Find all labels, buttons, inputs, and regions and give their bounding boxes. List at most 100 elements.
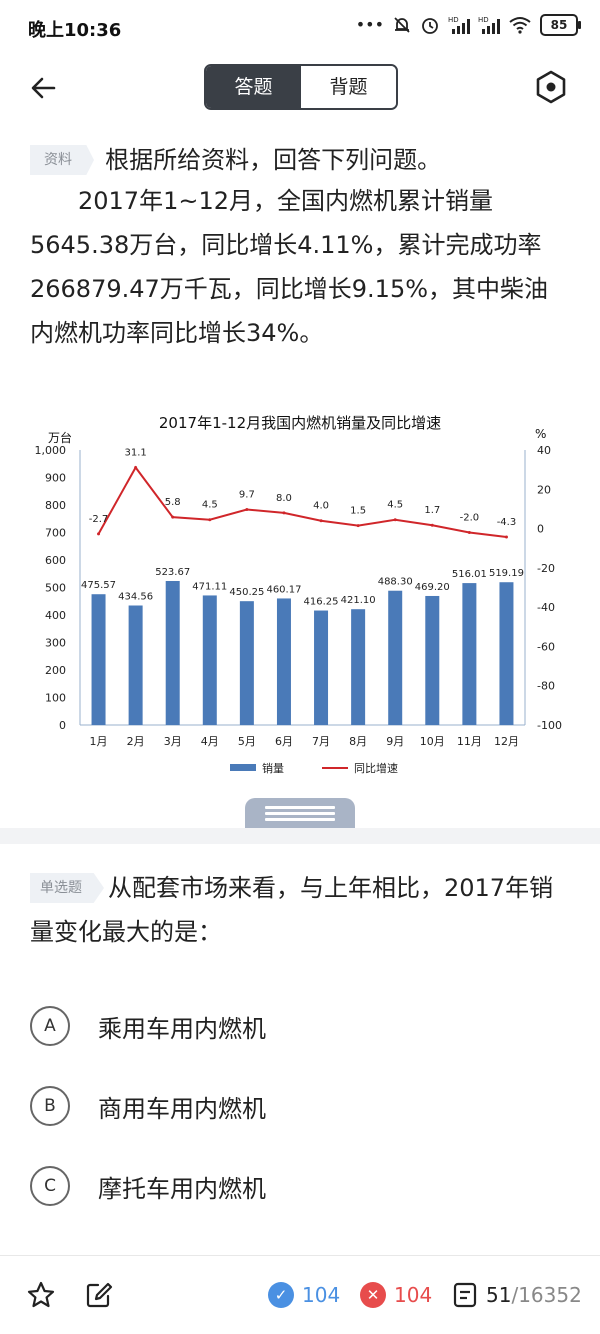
battery-icon: 85 [540, 14, 581, 36]
option-b[interactable]: B 商用车用内燃机 [30, 1084, 266, 1128]
legend-line-label: 同比增速 [354, 761, 398, 775]
bar-6 [276, 598, 291, 725]
x-tick: 7月 [312, 735, 330, 748]
correct-count[interactable]: ✓ 104 [268, 1282, 340, 1308]
status-bar: 晚上10:36 ••• HD HD 85 [0, 0, 600, 58]
growth-label-10: 1.7 [424, 505, 440, 516]
growth-point-6 [282, 511, 286, 515]
bar-1 [91, 594, 106, 725]
growth-point-5 [245, 508, 249, 512]
growth-point-3 [171, 515, 175, 519]
wrong-count[interactable]: ✕ 104 [360, 1282, 432, 1308]
growth-point-11 [467, 531, 471, 534]
question-section: 单选题 从配套市场来看，与上年相比，2017年销量变化最大的是： [30, 866, 575, 954]
x-tick: 4月 [201, 735, 219, 748]
tab-answer[interactable]: 答题 [206, 66, 301, 108]
svg-text:HD: HD [478, 16, 489, 24]
status-icons: ••• HD HD 85 [356, 14, 581, 36]
edit-note-icon[interactable] [84, 1280, 114, 1310]
y-tick-left: 700 [45, 527, 66, 540]
y-tick-right: -80 [537, 680, 555, 693]
bar-label-10: 469.20 [415, 582, 450, 593]
y-tick-right: -40 [537, 601, 555, 614]
growth-point-8 [356, 524, 360, 528]
y-tick-left: 800 [45, 499, 66, 512]
growth-point-4 [208, 518, 212, 522]
bar-5 [239, 601, 254, 725]
question-text: 单选题 从配套市场来看，与上年相比，2017年销量变化最大的是： [30, 866, 575, 954]
x-tick: 3月 [164, 735, 182, 748]
growth-label-2: 31.1 [124, 447, 146, 458]
status-time: 晚上10:36 [28, 20, 122, 41]
back-arrow-icon[interactable] [26, 70, 62, 106]
bar-label-5: 450.25 [229, 587, 264, 598]
nav-bar: 答题 背题 [0, 58, 600, 118]
y-tick-right: 20 [537, 483, 551, 496]
question-stem: 从配套市场来看，与上年相比，2017年销量变化最大的是： [30, 874, 554, 946]
bar-10 [425, 595, 440, 725]
growth-label-7: 4.0 [313, 501, 329, 512]
bar-label-3: 523.67 [155, 567, 190, 578]
growth-label-12: -4.3 [497, 517, 517, 528]
x-tick: 10月 [420, 735, 445, 748]
material-section: 资料 根据所给资料，回答下列问题。 2017年1~12月，全国内燃机累计销量56… [30, 140, 570, 355]
growth-label-1: -2.7 [89, 514, 109, 525]
y-tick-right: -20 [537, 562, 555, 575]
tab-recite[interactable]: 背题 [301, 66, 396, 108]
y-tick-left: 400 [45, 609, 66, 622]
option-label: 摩托车用内燃机 [98, 1174, 266, 1203]
y-tick-left: 900 [45, 472, 66, 485]
progress-current: 51 [486, 1283, 512, 1307]
y-tick-left: 200 [45, 664, 66, 677]
x-tick: 8月 [349, 735, 367, 748]
bar-3 [165, 580, 180, 725]
question-list-icon [453, 1282, 477, 1308]
y-axis-left-label: 万台 [48, 430, 72, 445]
svg-text:HD: HD [448, 16, 459, 24]
x-tick: 5月 [238, 735, 256, 748]
growth-point-12 [504, 535, 508, 539]
settings-hexagon-icon[interactable] [532, 68, 570, 106]
option-c[interactable]: C 摩托车用内燃机 [30, 1164, 266, 1208]
bar-2 [128, 605, 143, 725]
hd-signal-icon: HD [478, 16, 500, 34]
option-a[interactable]: A 乘用车用内燃机 [30, 1004, 266, 1048]
progress-counter[interactable]: 51/16352 [452, 1282, 582, 1308]
y-tick-right: 40 [537, 444, 551, 457]
bar-12 [499, 582, 514, 725]
star-icon[interactable] [26, 1280, 56, 1310]
correct-number: 104 [302, 1283, 341, 1307]
y-tick-left: 100 [45, 692, 66, 705]
question-type-tag: 单选题 [30, 873, 104, 903]
bar-label-11: 516.01 [452, 569, 487, 580]
section-divider [0, 828, 600, 844]
hd-signal-icon: HD [448, 16, 470, 34]
y-tick-right: 0 [537, 523, 544, 536]
y-tick-right: -60 [537, 640, 555, 653]
check-icon: ✓ [268, 1282, 294, 1308]
bar-4 [202, 595, 217, 725]
progress-total: /16352 [511, 1283, 582, 1307]
mute-bell-icon [394, 17, 410, 33]
mode-switch: 答题 背题 [204, 64, 398, 110]
alarm-icon [422, 18, 438, 34]
bar-label-2: 434.56 [118, 591, 153, 602]
bar-label-8: 421.10 [341, 595, 376, 606]
x-tick: 6月 [275, 735, 293, 748]
y-tick-left: 500 [45, 582, 66, 595]
growth-label-5: 9.7 [239, 490, 255, 501]
growth-label-8: 1.5 [350, 506, 366, 517]
y-tick-left: 300 [45, 637, 66, 650]
bar-label-6: 460.17 [266, 584, 301, 595]
bar-label-4: 471.11 [192, 581, 227, 592]
bar-label-12: 519.19 [489, 568, 524, 579]
drag-handle[interactable] [245, 798, 355, 828]
y-axis-right-label: % [535, 427, 546, 441]
option-letter: A [30, 1006, 70, 1046]
growth-line [97, 465, 507, 539]
material-intro: 根据所给资料，回答下列问题。 [105, 146, 442, 174]
growth-point-2 [134, 465, 138, 469]
x-tick: 9月 [386, 735, 404, 748]
bar-label-1: 475.57 [81, 580, 116, 591]
growth-label-3: 5.8 [165, 497, 181, 508]
